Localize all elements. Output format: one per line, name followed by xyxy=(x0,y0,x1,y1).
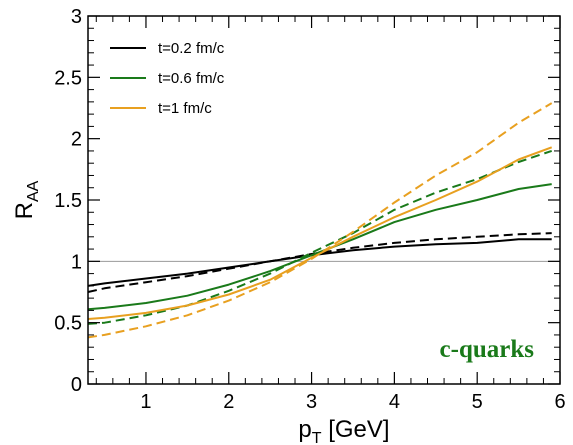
y-tick-label: 0 xyxy=(71,374,82,396)
y-tick-label: 0.5 xyxy=(54,313,82,335)
legend-label-2: t=0.6 fm/c xyxy=(158,70,225,87)
y-axis-title-main: R xyxy=(11,202,38,219)
series-line-5-solid xyxy=(87,146,553,320)
series-line-4-dashed xyxy=(87,149,553,325)
series-line-6-dashed xyxy=(87,102,553,339)
y-axis-title-sub: AA xyxy=(25,180,42,202)
series-layer xyxy=(87,102,553,339)
x-tick-label: 3 xyxy=(306,391,317,413)
y-tick-label: 2 xyxy=(71,129,82,151)
tick-labels: 1 2 3 4 5 6 0 0.5 1 1.5 2 2.5 3 xyxy=(54,6,565,413)
legend: t=0.2 fm/c t=0.6 fm/c t=1 fm/c xyxy=(110,40,225,117)
legend-label-1: t=0.2 fm/c xyxy=(158,40,225,57)
x-axis-title: pT [GeV] xyxy=(298,416,389,445)
y-axis-title: RAA xyxy=(11,180,42,219)
y-tick-label: 1 xyxy=(71,251,82,273)
y-tick-label: 2.5 xyxy=(54,67,82,89)
annotation-c-quarks: c-quarks xyxy=(440,336,535,363)
x-tick-label: 1 xyxy=(140,391,151,413)
series-line-3-solid xyxy=(87,183,552,311)
axis-ticks xyxy=(88,15,561,385)
y-tick-label: 1.5 xyxy=(54,190,82,212)
series-line-1-solid xyxy=(87,238,552,287)
y-tick-label: 3 xyxy=(71,6,82,28)
x-tick-label: 4 xyxy=(389,391,400,413)
x-axis-title-unit: [GeV] xyxy=(322,416,390,443)
x-tick-label: 6 xyxy=(554,391,565,413)
x-tick-label: 2 xyxy=(223,391,234,413)
x-tick-label: 5 xyxy=(472,391,483,413)
x-axis-title-sub: T xyxy=(312,430,322,445)
legend-label-3: t=1 fm/c xyxy=(158,100,212,117)
series-line-2-dashed xyxy=(87,232,552,293)
x-axis-title-main: p xyxy=(298,416,311,443)
